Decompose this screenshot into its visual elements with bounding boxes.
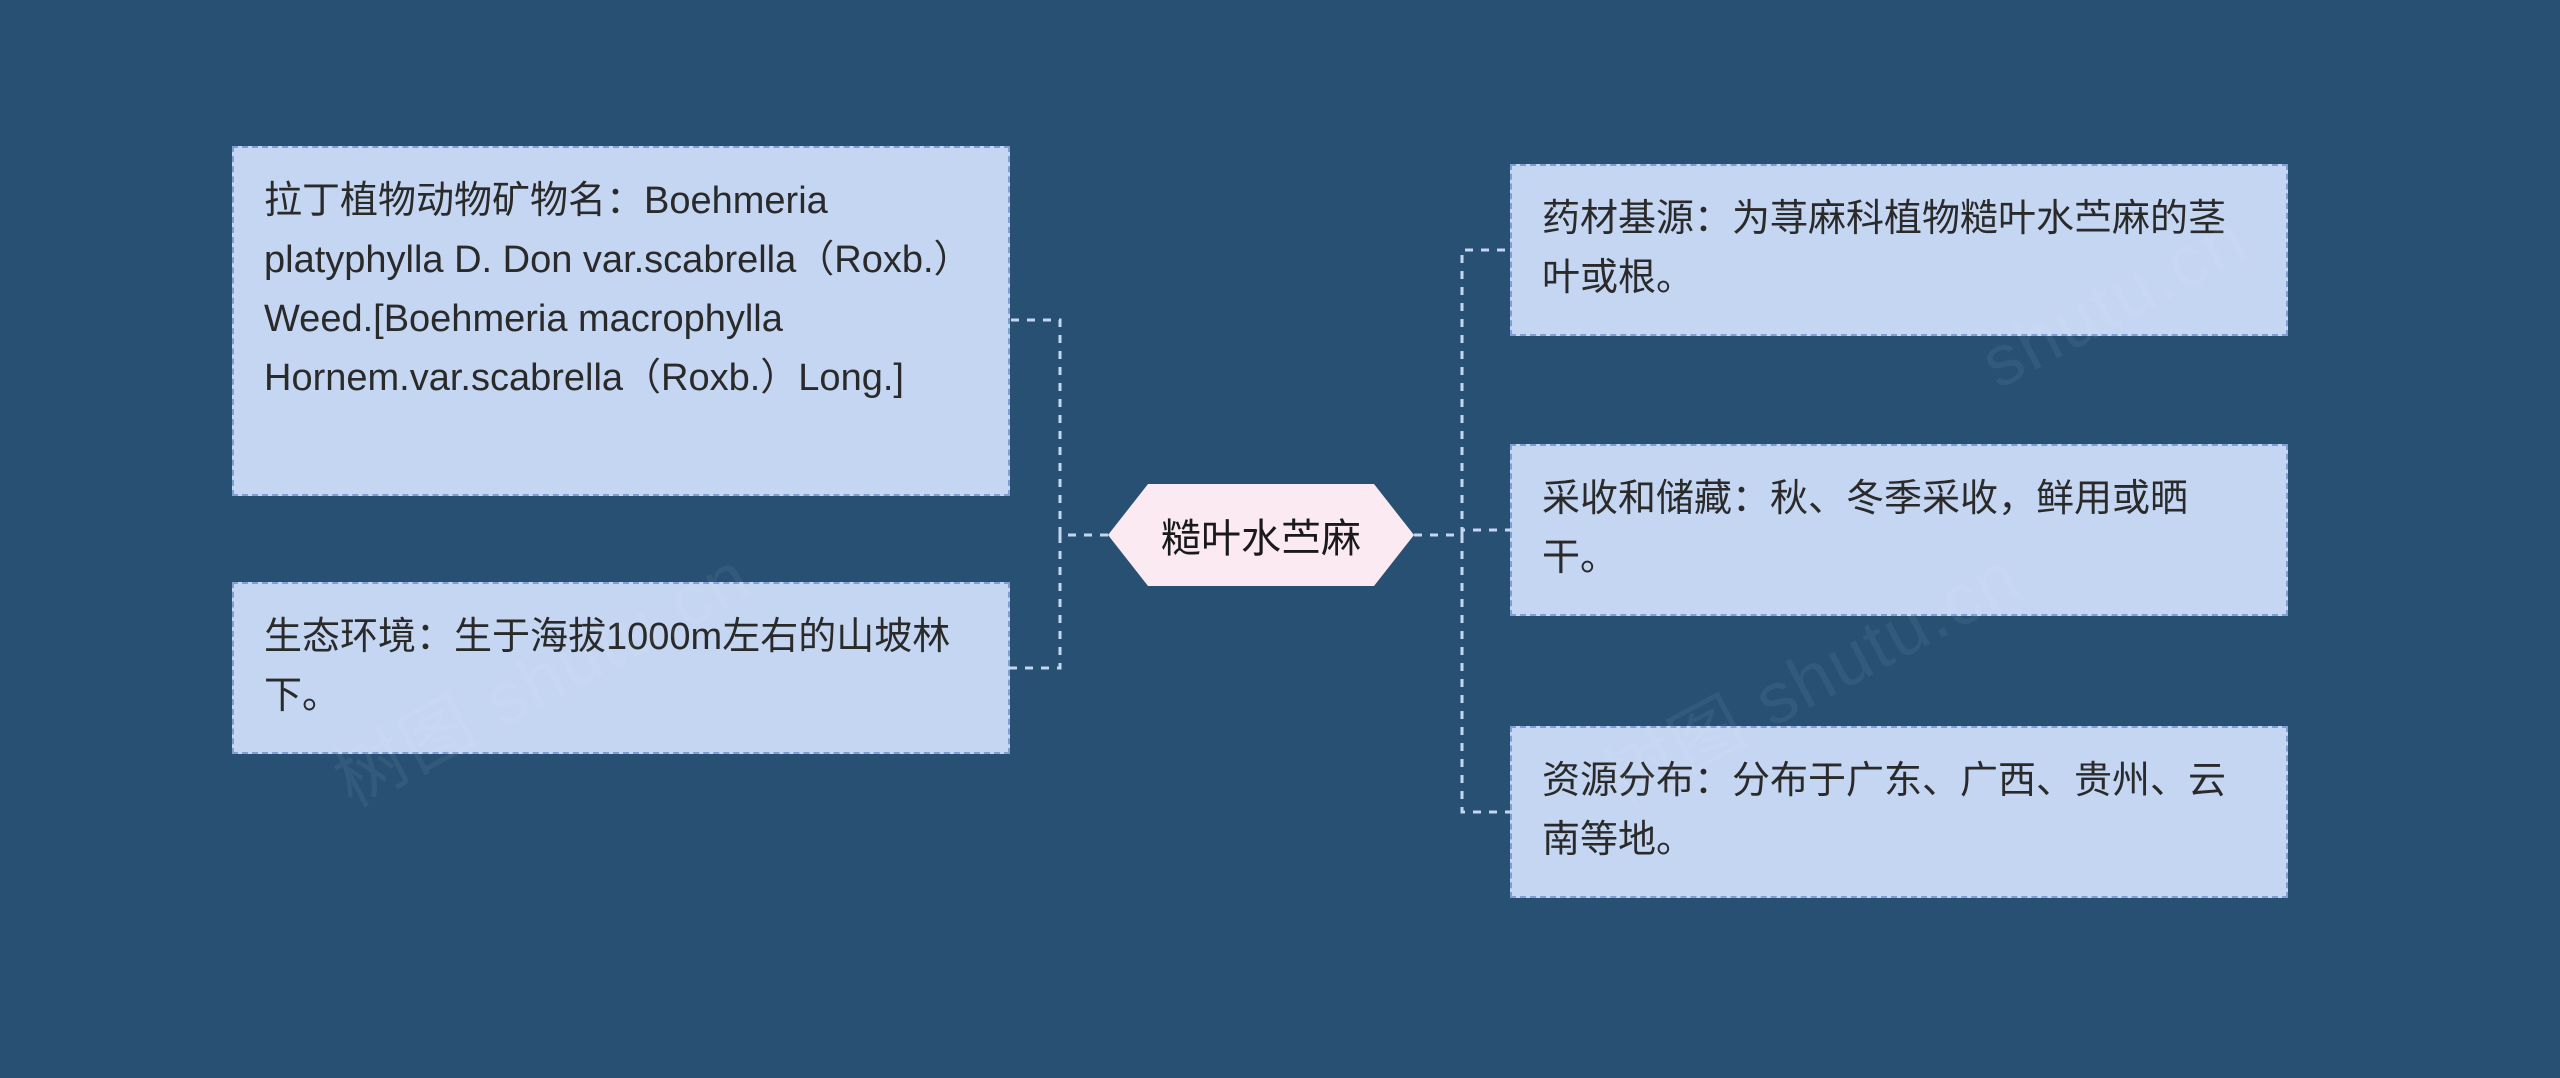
connector xyxy=(1010,320,1108,535)
branch-node-distribution: 资源分布：分布于广东、广西、贵州、云南等地。 xyxy=(1510,726,2288,898)
connector xyxy=(1414,250,1510,535)
connector xyxy=(1010,535,1108,668)
mindmap-canvas: 糙叶水苎麻 拉丁植物动物矿物名：Boehmeria platyphylla D.… xyxy=(0,0,2560,1078)
node-text: 生态环境：生于海拔1000m左右的山坡林下。 xyxy=(264,616,950,717)
node-text: 拉丁植物动物矿物名：Boehmeria platyphylla D. Don v… xyxy=(264,180,972,399)
node-text: 资源分布：分布于广东、广西、贵州、云南等地。 xyxy=(1542,760,2226,861)
node-text: 药材基源：为荨麻科植物糙叶水苎麻的茎叶或根。 xyxy=(1542,198,2226,299)
center-label: 糙叶水苎麻 xyxy=(1161,506,1361,564)
branch-node-habitat: 生态环境：生于海拔1000m左右的山坡林下。 xyxy=(232,582,1010,754)
center-node: 糙叶水苎麻 xyxy=(1108,484,1414,586)
connector xyxy=(1414,530,1510,535)
branch-node-harvest: 采收和储藏：秋、冬季采收，鲜用或晒干。 xyxy=(1510,444,2288,616)
connector xyxy=(1414,535,1510,812)
branch-node-source: 药材基源：为荨麻科植物糙叶水苎麻的茎叶或根。 xyxy=(1510,164,2288,336)
node-text: 采收和储藏：秋、冬季采收，鲜用或晒干。 xyxy=(1542,478,2188,579)
branch-node-latin-name: 拉丁植物动物矿物名：Boehmeria platyphylla D. Don v… xyxy=(232,146,1010,496)
